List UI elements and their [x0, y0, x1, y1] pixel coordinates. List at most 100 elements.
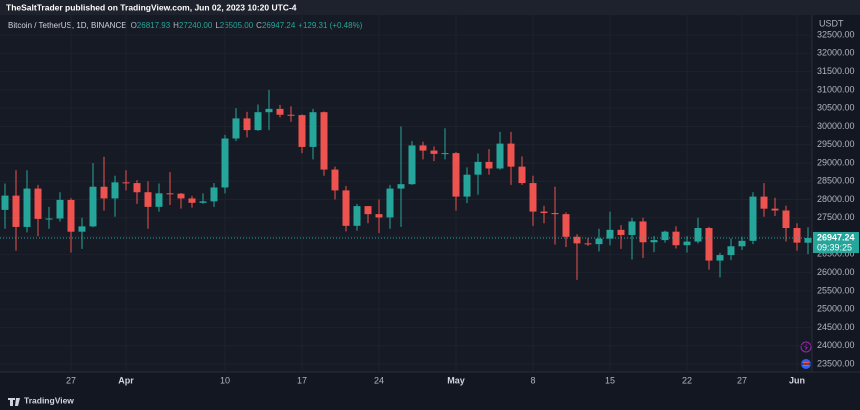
x-tick-label: Apr — [118, 375, 134, 385]
candle-body — [243, 118, 251, 131]
publisher: TheSaltTrader published on TradingView.c… — [6, 2, 297, 12]
y-tick-label: 32000.00 — [817, 48, 855, 58]
candle-body — [199, 201, 207, 203]
candle-body — [760, 196, 768, 209]
candle-body — [738, 240, 746, 247]
x-tick-label: Jun — [789, 375, 805, 385]
footer-bar — [0, 392, 860, 410]
candle-body — [430, 150, 438, 154]
x-tick-label: 22 — [682, 375, 692, 385]
x-tick-label: 27 — [737, 375, 747, 385]
candle-body — [727, 246, 735, 256]
plot — [0, 15, 812, 372]
candle-body — [386, 188, 394, 218]
y-tick-label: 28500.00 — [817, 176, 855, 186]
y-tick-label: 23500.00 — [817, 358, 855, 368]
candle-body — [133, 183, 141, 193]
candle-body — [397, 184, 405, 189]
c-value: 26947.24 — [262, 21, 296, 30]
candle-body — [463, 174, 471, 197]
l-label: L — [215, 21, 220, 30]
candle-body — [661, 231, 669, 241]
candle-body — [210, 187, 218, 202]
candle-body — [45, 218, 53, 220]
header-bar — [0, 0, 860, 15]
candle-body — [441, 153, 449, 155]
candle-body — [155, 193, 163, 207]
event-icon[interactable] — [800, 341, 812, 353]
candle-body — [529, 183, 537, 212]
candle-body — [34, 188, 42, 219]
x-tick-label: 27 — [66, 375, 76, 385]
c-label: C — [256, 21, 262, 30]
candle-body — [562, 214, 570, 237]
candle-body — [771, 208, 779, 211]
y-tick-label: 30500.00 — [817, 103, 855, 113]
candle-body — [606, 229, 614, 239]
event-icon-glyph — [804, 343, 808, 351]
l-value: 26505.00 — [220, 21, 254, 30]
candle-body — [419, 145, 427, 151]
candle-body — [518, 166, 526, 184]
x-tick-label: 8 — [530, 375, 535, 385]
candle-body — [551, 213, 559, 215]
y-tick-label: 25500.00 — [817, 285, 855, 295]
h-label: H — [173, 21, 179, 30]
candle-body — [254, 112, 262, 131]
h-value: 27240.00 — [179, 21, 213, 30]
x-tick-label: 15 — [605, 375, 615, 385]
candle-body — [232, 118, 240, 139]
candle-body — [595, 238, 603, 245]
candle-body — [298, 115, 306, 147]
candle-body — [364, 206, 372, 215]
candle-body — [100, 186, 108, 199]
candle-body — [408, 145, 416, 185]
candle-body — [89, 186, 97, 227]
candle-body — [320, 112, 328, 170]
candle-body — [694, 228, 702, 242]
candle-body — [584, 243, 592, 245]
candle-body — [749, 196, 757, 241]
o-label: O — [131, 21, 137, 30]
y-tick-label: 31000.00 — [817, 84, 855, 94]
candle-body — [375, 214, 383, 218]
candle-body — [650, 240, 658, 243]
y-tick-label: 24500.00 — [817, 322, 855, 332]
candle-body — [287, 114, 295, 116]
x-tick-label: 24 — [374, 375, 384, 385]
candle-body — [496, 143, 504, 169]
candle-body — [716, 255, 724, 261]
y-tick-label: 25000.00 — [817, 304, 855, 314]
o-value: 26817.93 — [137, 21, 171, 30]
x-tick-label: 17 — [297, 375, 307, 385]
change: +129.31 (+0.48%) — [298, 21, 362, 30]
y-tick-label: 28000.00 — [817, 194, 855, 204]
candle-body — [793, 228, 801, 243]
candle-body — [122, 182, 130, 184]
y-tick-label: 29500.00 — [817, 139, 855, 149]
candle-body — [683, 241, 691, 246]
candle-body — [782, 210, 790, 229]
x-tick-label: 10 — [220, 375, 230, 385]
candle-body — [342, 190, 350, 226]
candle-body — [23, 188, 31, 227]
y-tick-label: 26500.00 — [817, 249, 855, 259]
candle-body — [705, 228, 713, 261]
candle-body — [144, 192, 152, 207]
candle-body — [276, 108, 284, 115]
x-tick-label: May — [447, 375, 465, 385]
candle-body — [78, 226, 86, 232]
y-tick-label: 27500.00 — [817, 212, 855, 222]
candle-body — [309, 112, 317, 147]
candle-body — [639, 221, 647, 243]
candle-body — [617, 229, 625, 235]
candle-body — [485, 161, 493, 169]
candle-body — [221, 138, 229, 188]
candle-body — [1, 195, 9, 210]
countdown: 09:39:25 — [817, 242, 852, 252]
candle-body — [507, 143, 515, 167]
candle-body — [353, 206, 361, 226]
candle-body — [331, 169, 339, 191]
